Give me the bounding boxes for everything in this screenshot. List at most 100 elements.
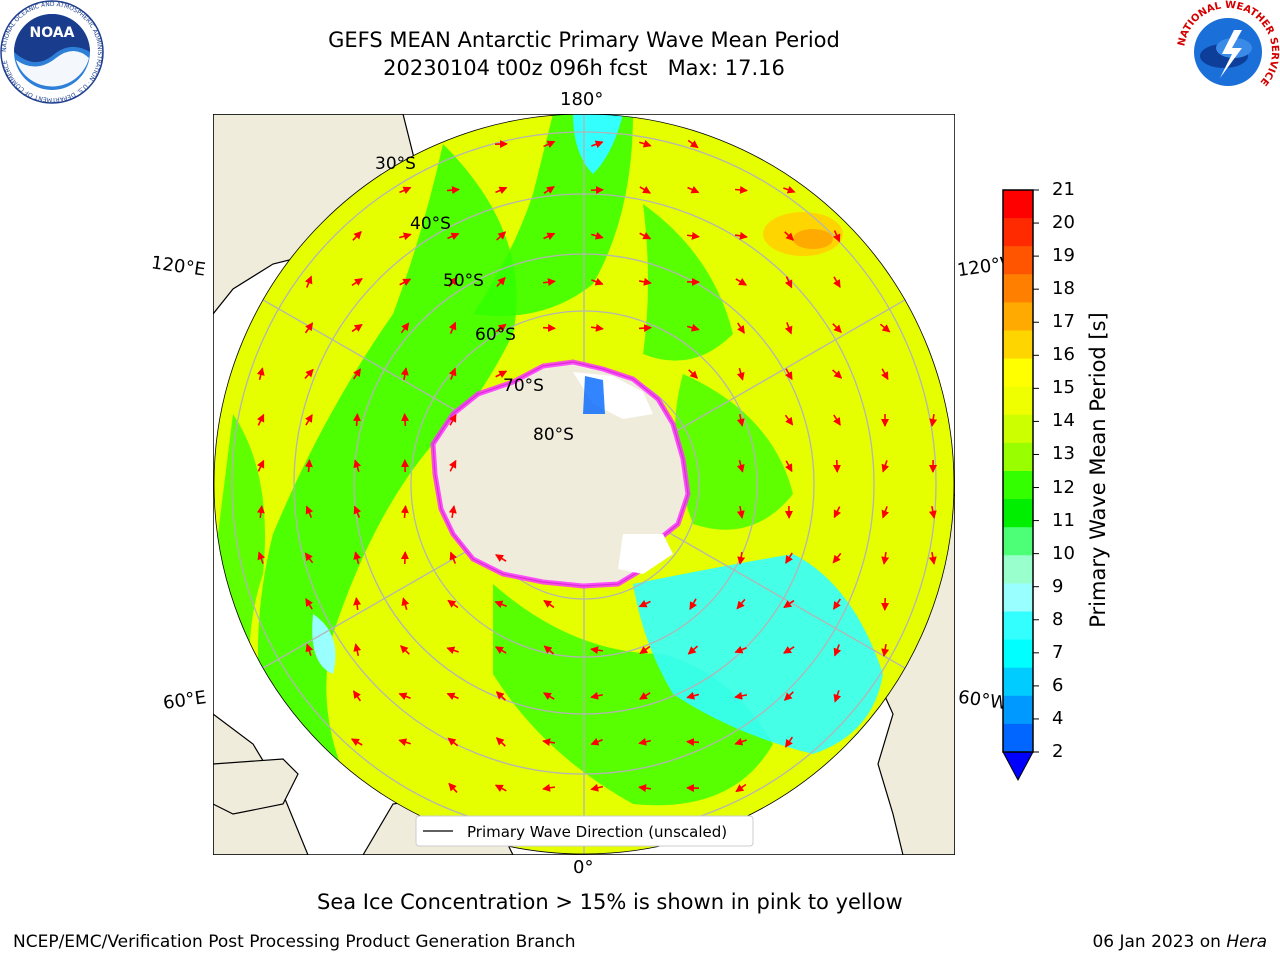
wave-arrow: [735, 783, 747, 793]
colorbar-tick-label: 20: [1052, 212, 1075, 234]
wave-arrow: [495, 691, 506, 701]
wave-arrow: [928, 505, 937, 519]
wave-arrow: [447, 737, 459, 747]
colorbar-band: [1003, 302, 1033, 331]
wave-arrow: [881, 551, 890, 565]
lat-label-70s: 70°S: [503, 376, 544, 396]
colorbar-tick-label: 13: [1052, 443, 1075, 465]
wave-arrow: [448, 321, 457, 334]
lat-label-50s: 50°S: [443, 271, 484, 291]
wave-arrow: [353, 597, 362, 611]
colorbar-band: [1003, 667, 1033, 697]
wave-arrow: [832, 369, 843, 379]
wave-arrow: [449, 413, 457, 426]
wave-arrow: [881, 506, 890, 519]
wave-arrow: [639, 231, 652, 240]
wave-arrow: [734, 645, 747, 654]
wave-arrow: [399, 232, 412, 241]
colorbar-tick-label: 18: [1052, 278, 1075, 300]
wave-arrow: [736, 505, 745, 519]
wave-arrow: [639, 645, 651, 655]
map-legend: Primary Wave Direction (unscaled): [415, 815, 754, 847]
wave-arrow: [833, 598, 841, 610]
colorbar-band: [1003, 414, 1033, 444]
colorbar-tick-label: 16: [1052, 344, 1075, 366]
lat-label-80s: 80°S: [533, 425, 574, 445]
wave-arrow: [543, 645, 555, 655]
wave-arrow: [447, 232, 460, 241]
wave-arrow: [495, 323, 507, 333]
colorbar-band: [1003, 330, 1033, 360]
wave-arrow: [399, 278, 412, 287]
wave-arrow: [352, 413, 361, 427]
lat-label-30s: 30°S: [375, 154, 416, 174]
colorbar-band: [1003, 218, 1033, 247]
colorbar-band: [1003, 386, 1033, 416]
wave-arrow: [686, 738, 700, 747]
wave-arrow: [881, 460, 890, 473]
colorbar-band: [1003, 555, 1033, 584]
wave-arrow: [446, 692, 459, 701]
wave-arrow: [543, 232, 556, 241]
wave-arrow: [929, 413, 938, 427]
wave-arrow: [783, 185, 796, 194]
wave-arrow: [446, 646, 459, 655]
wave-arrow: [352, 368, 362, 380]
wave-arrow: [353, 551, 362, 565]
wave-arrow: [590, 737, 603, 746]
wave-arrow: [638, 599, 651, 608]
wave-direction-arrows: [256, 139, 938, 839]
wave-arrow: [689, 598, 697, 611]
colorbar-tick-label: 10: [1052, 542, 1075, 564]
wave-arrow: [736, 413, 745, 427]
wave-arrow: [686, 231, 700, 240]
wave-arrow: [639, 139, 652, 148]
wave-arrow: [449, 551, 458, 564]
wave-arrow: [638, 784, 652, 793]
wave-arrow: [687, 139, 699, 149]
wave-arrow: [638, 324, 652, 333]
wave-arrow: [785, 552, 793, 564]
wave-arrow: [256, 459, 265, 472]
wave-arrow: [833, 414, 841, 426]
wave-arrow: [832, 230, 841, 243]
wave-arrow: [304, 459, 313, 473]
footer-date: 06 Jan 2023 on: [1092, 932, 1221, 952]
wave-arrow: [543, 140, 556, 149]
colorbar-band: [1003, 583, 1033, 612]
wave-arrow: [448, 505, 457, 519]
wave-arrow: [352, 690, 362, 702]
colorbar-band: [1003, 723, 1033, 753]
footer-date-host: 06 Jan 2023 on Hera: [1092, 932, 1267, 952]
wave-arrow: [494, 600, 507, 609]
wave-arrow: [305, 598, 313, 610]
colorbar-band: [1003, 274, 1033, 303]
wave-arrow: [638, 277, 652, 286]
wave-arrow: [736, 368, 745, 381]
wave-arrow: [590, 323, 604, 332]
wave-arrow: [304, 552, 314, 564]
wave-arrow: [590, 646, 604, 655]
wave-arrow: [400, 322, 410, 334]
wave-arrow: [304, 368, 314, 379]
wave-arrow: [305, 414, 313, 426]
wave-arrow: [353, 643, 362, 657]
wave-arrow: [353, 459, 362, 472]
wave-arrow: [398, 692, 411, 701]
wave-arrow: [784, 231, 794, 241]
map-subtitle: 20230104 t00z 096h fcst Max: 17.16: [383, 56, 785, 80]
wave-arrow: [496, 231, 507, 241]
footer-organization: NCEP/EMC/Verification Post Processing Pr…: [13, 932, 576, 952]
wave-arrow: [833, 644, 842, 657]
wave-arrow: [784, 414, 794, 426]
wave-arrow: [448, 459, 457, 472]
wave-arrow: [590, 186, 604, 195]
footer-host: Hera: [1226, 932, 1267, 952]
wave-arrow: [590, 783, 604, 792]
wave-arrow: [785, 368, 793, 381]
wave-arrow: [687, 645, 699, 655]
wave-arrow: [495, 186, 508, 195]
wave-arrow: [784, 276, 793, 289]
wave-arrow: [398, 738, 411, 747]
wave-arrow: [352, 230, 362, 241]
